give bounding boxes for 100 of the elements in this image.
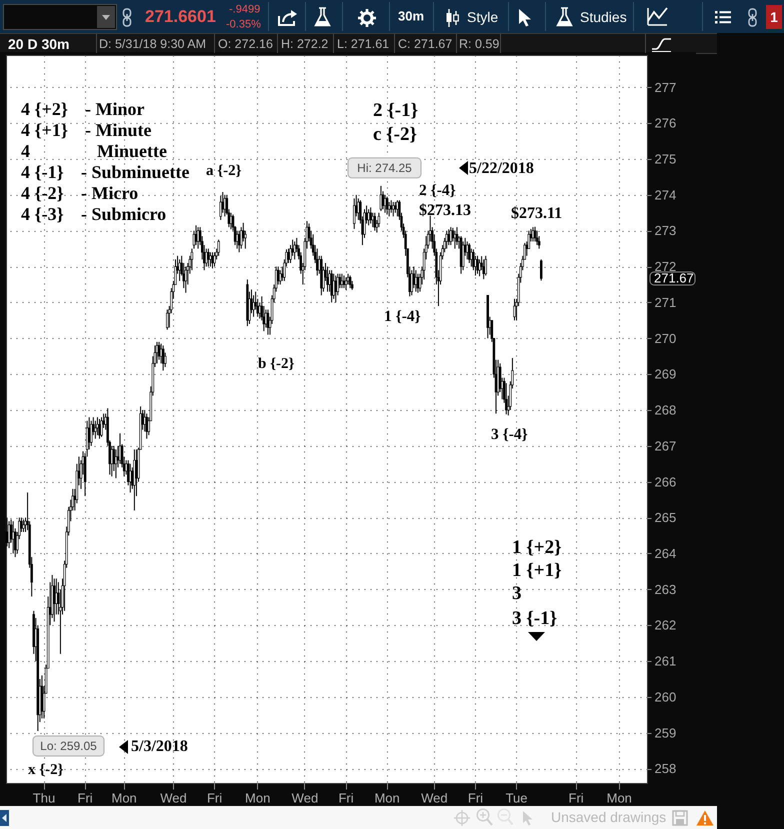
annotation: 3 {-4} bbox=[491, 426, 528, 443]
x-tick-label: Thu bbox=[32, 790, 56, 806]
x-tick-label: Mon bbox=[606, 790, 632, 806]
annotation: x {-2} bbox=[28, 762, 64, 778]
y-tick-label: 268 bbox=[654, 402, 676, 418]
text: O: 272.16 bbox=[218, 36, 273, 52]
annotation: a {-2} bbox=[206, 163, 242, 179]
annotation: 2 {-4} bbox=[419, 182, 456, 199]
text: Style bbox=[467, 8, 498, 26]
candlestick bbox=[209, 252, 212, 268]
candlestick bbox=[468, 242, 470, 264]
candlestick bbox=[240, 226, 242, 250]
y-tick-label: 265 bbox=[654, 510, 676, 526]
candlestick bbox=[53, 578, 56, 622]
annotation: - Minute bbox=[85, 120, 152, 140]
candlestick bbox=[213, 252, 216, 268]
annotation: Hi: 274.25 bbox=[357, 160, 412, 175]
annotation: - Minor bbox=[85, 99, 144, 119]
x-tick-label: Mon bbox=[111, 790, 137, 806]
candlestick bbox=[90, 420, 92, 446]
text: L: 271.61 bbox=[337, 36, 390, 52]
candlestick bbox=[369, 206, 372, 224]
x-tick-label: Fri bbox=[568, 790, 584, 806]
x-tick-label: Mon bbox=[374, 790, 400, 806]
annotation: 3 bbox=[512, 583, 522, 604]
candlestick bbox=[217, 239, 220, 256]
y-tick-label: 263 bbox=[654, 582, 676, 597]
x-tick-label: Wed bbox=[160, 790, 187, 806]
annotation: 4 {-1} bbox=[21, 162, 64, 182]
y-tick-label: 276 bbox=[654, 116, 676, 131]
annotation: b {-2} bbox=[258, 356, 294, 372]
x-tick-label: Wed bbox=[292, 790, 318, 806]
y-tick-label: 277 bbox=[654, 80, 676, 95]
candlestick bbox=[380, 185, 382, 212]
candlestick bbox=[340, 273, 344, 289]
text: Unsaved drawings bbox=[551, 808, 666, 826]
candlestick bbox=[293, 240, 296, 260]
candlestick bbox=[344, 276, 348, 290]
candlestick bbox=[230, 212, 232, 230]
y-tick-label: 270 bbox=[654, 330, 676, 346]
annotation: Lo: 259.05 bbox=[40, 739, 98, 753]
annotation: $273.11 bbox=[511, 205, 562, 222]
candlestick bbox=[184, 266, 187, 294]
candlestick bbox=[162, 344, 164, 372]
annotation: c {-2} bbox=[373, 124, 417, 145]
annotation: - Micro bbox=[81, 183, 138, 203]
text: 1 bbox=[766, 5, 782, 29]
annotation: 4 {-3} bbox=[21, 204, 64, 224]
candlestick bbox=[478, 258, 481, 277]
annotation: $273.13 bbox=[419, 202, 471, 219]
candlestick bbox=[219, 195, 222, 220]
text: D: 5/31/18 9:30 AM bbox=[99, 36, 206, 52]
annotation: 4 {+1} bbox=[21, 120, 68, 140]
y-tick-label: 260 bbox=[654, 689, 676, 704]
x-tick-label: Wed bbox=[421, 790, 448, 806]
candlestick bbox=[94, 420, 97, 440]
x-tick-label: Fri bbox=[338, 790, 354, 806]
y-tick-label: 273 bbox=[654, 223, 676, 238]
y-tick-label: 267 bbox=[654, 438, 676, 454]
annotation: Minuette bbox=[97, 141, 167, 161]
y-tick-label: 271 bbox=[654, 294, 676, 310]
candlestick bbox=[540, 258, 542, 282]
text: -.9499 bbox=[229, 4, 260, 16]
annotation: 5/3/2018 bbox=[131, 738, 188, 755]
y-tick-label: 264 bbox=[654, 546, 676, 561]
text: 271.6601 bbox=[145, 7, 216, 27]
annotation: 4 bbox=[21, 141, 30, 161]
annotation: - Subminuette bbox=[81, 162, 190, 182]
x-tick-label: Fri bbox=[206, 790, 222, 806]
text: H: 272.2 bbox=[281, 36, 328, 52]
candlestick bbox=[342, 275, 346, 289]
annotation: 3 {-1} bbox=[512, 608, 558, 629]
text: 30m bbox=[398, 8, 424, 24]
candlestick bbox=[22, 518, 25, 532]
candlestick bbox=[456, 226, 458, 246]
annotation: 1 {+2} bbox=[512, 537, 562, 558]
candlestick bbox=[158, 341, 160, 360]
candlestick bbox=[484, 255, 487, 276]
candlestick bbox=[410, 270, 413, 296]
candlestick bbox=[100, 416, 103, 438]
candlestick bbox=[353, 198, 356, 230]
candlestick bbox=[374, 212, 376, 232]
candlestick bbox=[386, 196, 388, 216]
candlestick bbox=[534, 226, 536, 242]
candlestick bbox=[450, 226, 452, 246]
annotation: 5/22/2018 bbox=[469, 160, 534, 177]
y-tick-label: 274 bbox=[654, 187, 676, 202]
annotation: - Submicro bbox=[81, 204, 166, 224]
candlestick bbox=[205, 248, 208, 268]
y-tick-label: 258 bbox=[654, 761, 676, 776]
annotation: 1 {+1} bbox=[512, 560, 562, 581]
candlestick bbox=[207, 248, 210, 268]
text: Studies bbox=[580, 8, 627, 26]
text: R: 0.59 bbox=[459, 36, 500, 52]
x-tick-label: Fri bbox=[468, 790, 484, 806]
candlestick bbox=[266, 309, 270, 336]
candlestick bbox=[330, 270, 333, 303]
x-tick-label: Mon bbox=[245, 790, 270, 806]
y-tick-label: 261 bbox=[654, 654, 676, 669]
annotation: 4 {+2} bbox=[21, 99, 68, 119]
